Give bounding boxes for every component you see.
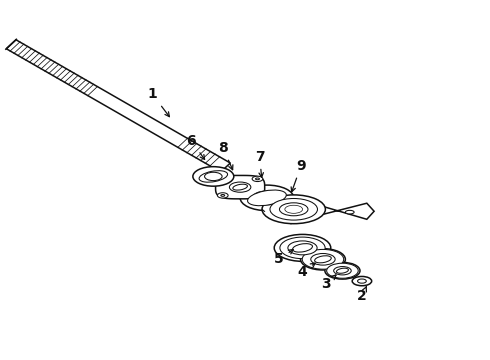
Ellipse shape (288, 241, 317, 255)
Ellipse shape (300, 249, 345, 270)
Ellipse shape (293, 244, 313, 252)
Ellipse shape (315, 256, 331, 263)
Ellipse shape (302, 249, 343, 269)
Ellipse shape (285, 205, 303, 213)
Text: 6: 6 (187, 134, 205, 159)
Ellipse shape (221, 194, 225, 196)
Ellipse shape (252, 176, 263, 181)
Text: 8: 8 (218, 141, 233, 170)
Polygon shape (216, 175, 265, 199)
Ellipse shape (233, 184, 247, 190)
Ellipse shape (311, 253, 335, 265)
Ellipse shape (256, 178, 259, 180)
Ellipse shape (352, 276, 372, 286)
Ellipse shape (199, 171, 227, 182)
Polygon shape (6, 40, 230, 172)
Ellipse shape (334, 266, 351, 275)
Ellipse shape (270, 198, 318, 220)
Polygon shape (291, 195, 374, 224)
Ellipse shape (327, 263, 358, 278)
Ellipse shape (337, 268, 348, 273)
Ellipse shape (345, 210, 354, 214)
Ellipse shape (252, 191, 282, 205)
Text: 1: 1 (147, 87, 170, 117)
Ellipse shape (229, 182, 251, 192)
Text: 5: 5 (274, 249, 293, 266)
Ellipse shape (279, 203, 308, 216)
Ellipse shape (240, 185, 294, 211)
Text: 4: 4 (297, 263, 315, 279)
Ellipse shape (247, 190, 286, 206)
Ellipse shape (274, 234, 331, 261)
Ellipse shape (325, 262, 360, 279)
Ellipse shape (262, 195, 325, 224)
Ellipse shape (280, 237, 325, 258)
Ellipse shape (218, 193, 228, 198)
Text: 9: 9 (291, 159, 306, 192)
Ellipse shape (204, 172, 222, 181)
Ellipse shape (358, 279, 367, 283)
Ellipse shape (193, 167, 234, 186)
Text: 2: 2 (357, 287, 367, 303)
Text: 3: 3 (321, 275, 336, 291)
Text: 7: 7 (255, 150, 265, 177)
